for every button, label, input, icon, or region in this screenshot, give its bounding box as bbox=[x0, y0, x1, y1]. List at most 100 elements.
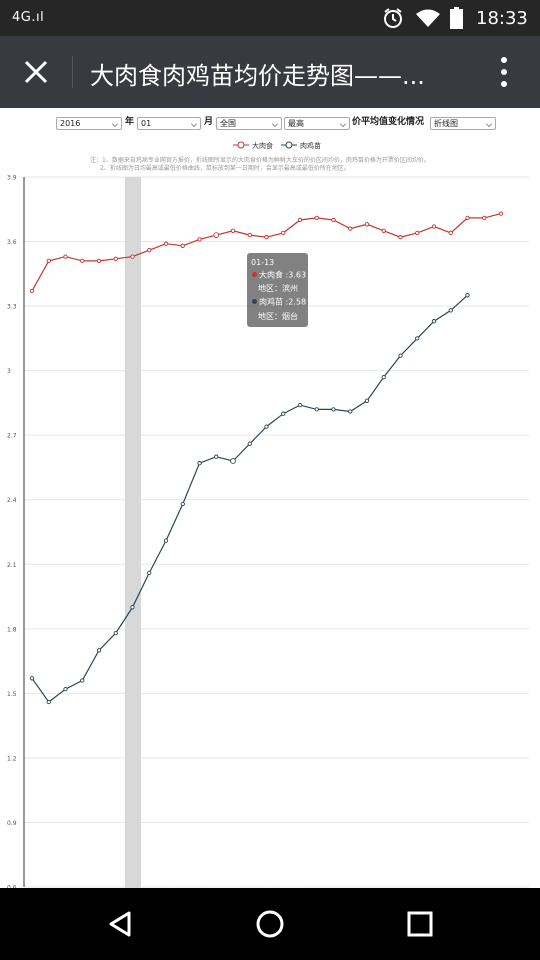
region-select[interactable]: 全国 bbox=[216, 117, 282, 130]
tooltip-series2-region: 地区：烟台 bbox=[258, 311, 298, 321]
hover-highlight-band bbox=[125, 177, 141, 888]
more-vertical-icon[interactable] bbox=[488, 52, 520, 92]
navigation-bar bbox=[0, 888, 540, 960]
data-point[interactable] bbox=[264, 235, 269, 240]
year-label: 年 bbox=[125, 117, 135, 127]
data-point[interactable] bbox=[281, 230, 286, 236]
data-point[interactable] bbox=[113, 256, 118, 261]
web-page: 2016 年 01 月 全国 最高 价平均值变化情况 折线图 bbox=[0, 108, 540, 888]
axes: 3.9 3.6 3.3 3 2.7 2.4 2.1 1.8 1.5 1.2 0.9 0.6 bbox=[7, 175, 25, 889]
data-point[interactable] bbox=[381, 374, 386, 380]
battery-icon bbox=[450, 7, 463, 29]
data-point[interactable] bbox=[46, 258, 51, 264]
data-point[interactable] bbox=[80, 258, 85, 264]
data-point[interactable] bbox=[364, 222, 370, 227]
data-point[interactable] bbox=[431, 319, 437, 324]
data-point[interactable] bbox=[465, 293, 470, 298]
page-title: 大肉食肉鸡苗均价走势图——... bbox=[90, 62, 425, 90]
data-point[interactable] bbox=[482, 215, 487, 221]
data-point[interactable] bbox=[113, 630, 118, 636]
data-point[interactable] bbox=[96, 648, 102, 653]
legend-label-series1: 大肉食 bbox=[252, 141, 273, 150]
clock: 18:33 bbox=[476, 8, 528, 29]
tooltip-series2-value: 肉鸡苗 :2.58 bbox=[259, 297, 306, 307]
data-point[interactable] bbox=[398, 353, 403, 358]
data-point[interactable] bbox=[214, 454, 219, 459]
data-point[interactable] bbox=[281, 411, 286, 416]
data-point[interactable] bbox=[331, 217, 336, 223]
legend-label-series2: 肉鸡苗 bbox=[300, 141, 321, 150]
data-point[interactable] bbox=[448, 308, 453, 313]
data-point[interactable] bbox=[147, 570, 152, 576]
price-line-chart[interactable]: 大肉食 肉鸡苗 注：1、数据来自鸡病专业网官方报价，折线图所显示的大肉食价格为鲜… bbox=[0, 108, 540, 888]
tooltip-date: 01-13 bbox=[251, 258, 274, 267]
data-point[interactable] bbox=[431, 224, 437, 229]
data-point[interactable] bbox=[63, 254, 68, 259]
data-point[interactable] bbox=[314, 215, 319, 221]
y-tick-label: 3 bbox=[7, 368, 11, 375]
data-point[interactable] bbox=[230, 228, 236, 233]
recents-icon[interactable] bbox=[398, 902, 442, 946]
tooltip-marker-series2 bbox=[252, 299, 257, 304]
series bbox=[29, 211, 504, 705]
data-point[interactable] bbox=[130, 605, 135, 610]
data-point[interactable] bbox=[297, 402, 303, 408]
data-point[interactable] bbox=[415, 230, 420, 236]
data-point[interactable] bbox=[448, 230, 453, 236]
tooltip-marker-series1 bbox=[252, 272, 257, 277]
data-point[interactable] bbox=[314, 407, 319, 412]
data-point[interactable] bbox=[96, 258, 102, 264]
type-select[interactable]: 最高 bbox=[284, 117, 350, 130]
data-point[interactable] bbox=[465, 215, 470, 221]
data-point[interactable] bbox=[415, 336, 420, 341]
data-point[interactable] bbox=[398, 235, 403, 240]
y-tick-label: 3.6 bbox=[7, 239, 17, 246]
data-point[interactable] bbox=[180, 243, 185, 248]
data-point[interactable] bbox=[29, 288, 35, 294]
month-select[interactable]: 01 bbox=[137, 117, 201, 130]
data-point[interactable] bbox=[130, 254, 135, 259]
year-select[interactable]: 2016 bbox=[56, 117, 122, 130]
data-point[interactable] bbox=[264, 424, 269, 429]
y-tick-label: 2.7 bbox=[7, 433, 17, 440]
home-icon[interactable] bbox=[248, 902, 292, 946]
data-point[interactable] bbox=[348, 226, 353, 231]
tooltip: 01-13 大肉食 :3.63 地区：滨州 肉鸡苗 :2.58 地区：烟台 bbox=[247, 253, 308, 327]
data-point[interactable] bbox=[348, 409, 353, 414]
data-point[interactable] bbox=[163, 241, 169, 246]
data-point[interactable] bbox=[213, 232, 220, 238]
month-label: 月 bbox=[204, 117, 214, 127]
note-line-2: 2、折线图为日均最高或最低价格曲线，鼠标放到某一日期时，会显示最高或最低价所在地… bbox=[100, 164, 350, 172]
data-point[interactable] bbox=[498, 211, 504, 216]
tooltip-box bbox=[247, 253, 308, 327]
data-point[interactable] bbox=[29, 676, 35, 681]
data-point[interactable] bbox=[247, 232, 252, 238]
data-point[interactable] bbox=[230, 458, 236, 464]
data-point[interactable] bbox=[331, 407, 336, 412]
data-point[interactable] bbox=[63, 686, 68, 692]
data-point[interactable] bbox=[247, 441, 252, 446]
data-point[interactable] bbox=[80, 678, 85, 683]
close-icon[interactable] bbox=[18, 54, 54, 90]
back-icon[interactable] bbox=[98, 902, 142, 946]
data-point[interactable] bbox=[46, 699, 51, 705]
data-point[interactable] bbox=[147, 248, 152, 253]
data-point[interactable] bbox=[180, 501, 185, 507]
data-point[interactable] bbox=[197, 461, 202, 466]
month-select-value: 01 bbox=[141, 119, 152, 128]
y-tick-label: 0.6 bbox=[7, 885, 17, 889]
note-line-1: 注：1、数据来自鸡病专业网官方报价，折线图所显示的大肉食价格为鲜鲜大车价的价区间… bbox=[90, 156, 430, 164]
data-point[interactable] bbox=[364, 398, 370, 403]
legend-item-series1[interactable]: 大肉食 bbox=[233, 141, 273, 150]
data-point[interactable] bbox=[381, 228, 386, 233]
type-select-value: 最高 bbox=[288, 119, 304, 128]
legend[interactable]: 大肉食 肉鸡苗 bbox=[233, 141, 321, 150]
data-point[interactable] bbox=[297, 217, 303, 223]
data-point[interactable] bbox=[163, 538, 169, 543]
y-tick-label: 1.5 bbox=[7, 691, 17, 698]
chart-type-select[interactable]: 折线图 bbox=[430, 117, 496, 130]
legend-item-series2[interactable]: 肉鸡苗 bbox=[281, 141, 321, 150]
data-point[interactable] bbox=[197, 237, 202, 242]
y-tick-label: 1.8 bbox=[7, 626, 17, 633]
